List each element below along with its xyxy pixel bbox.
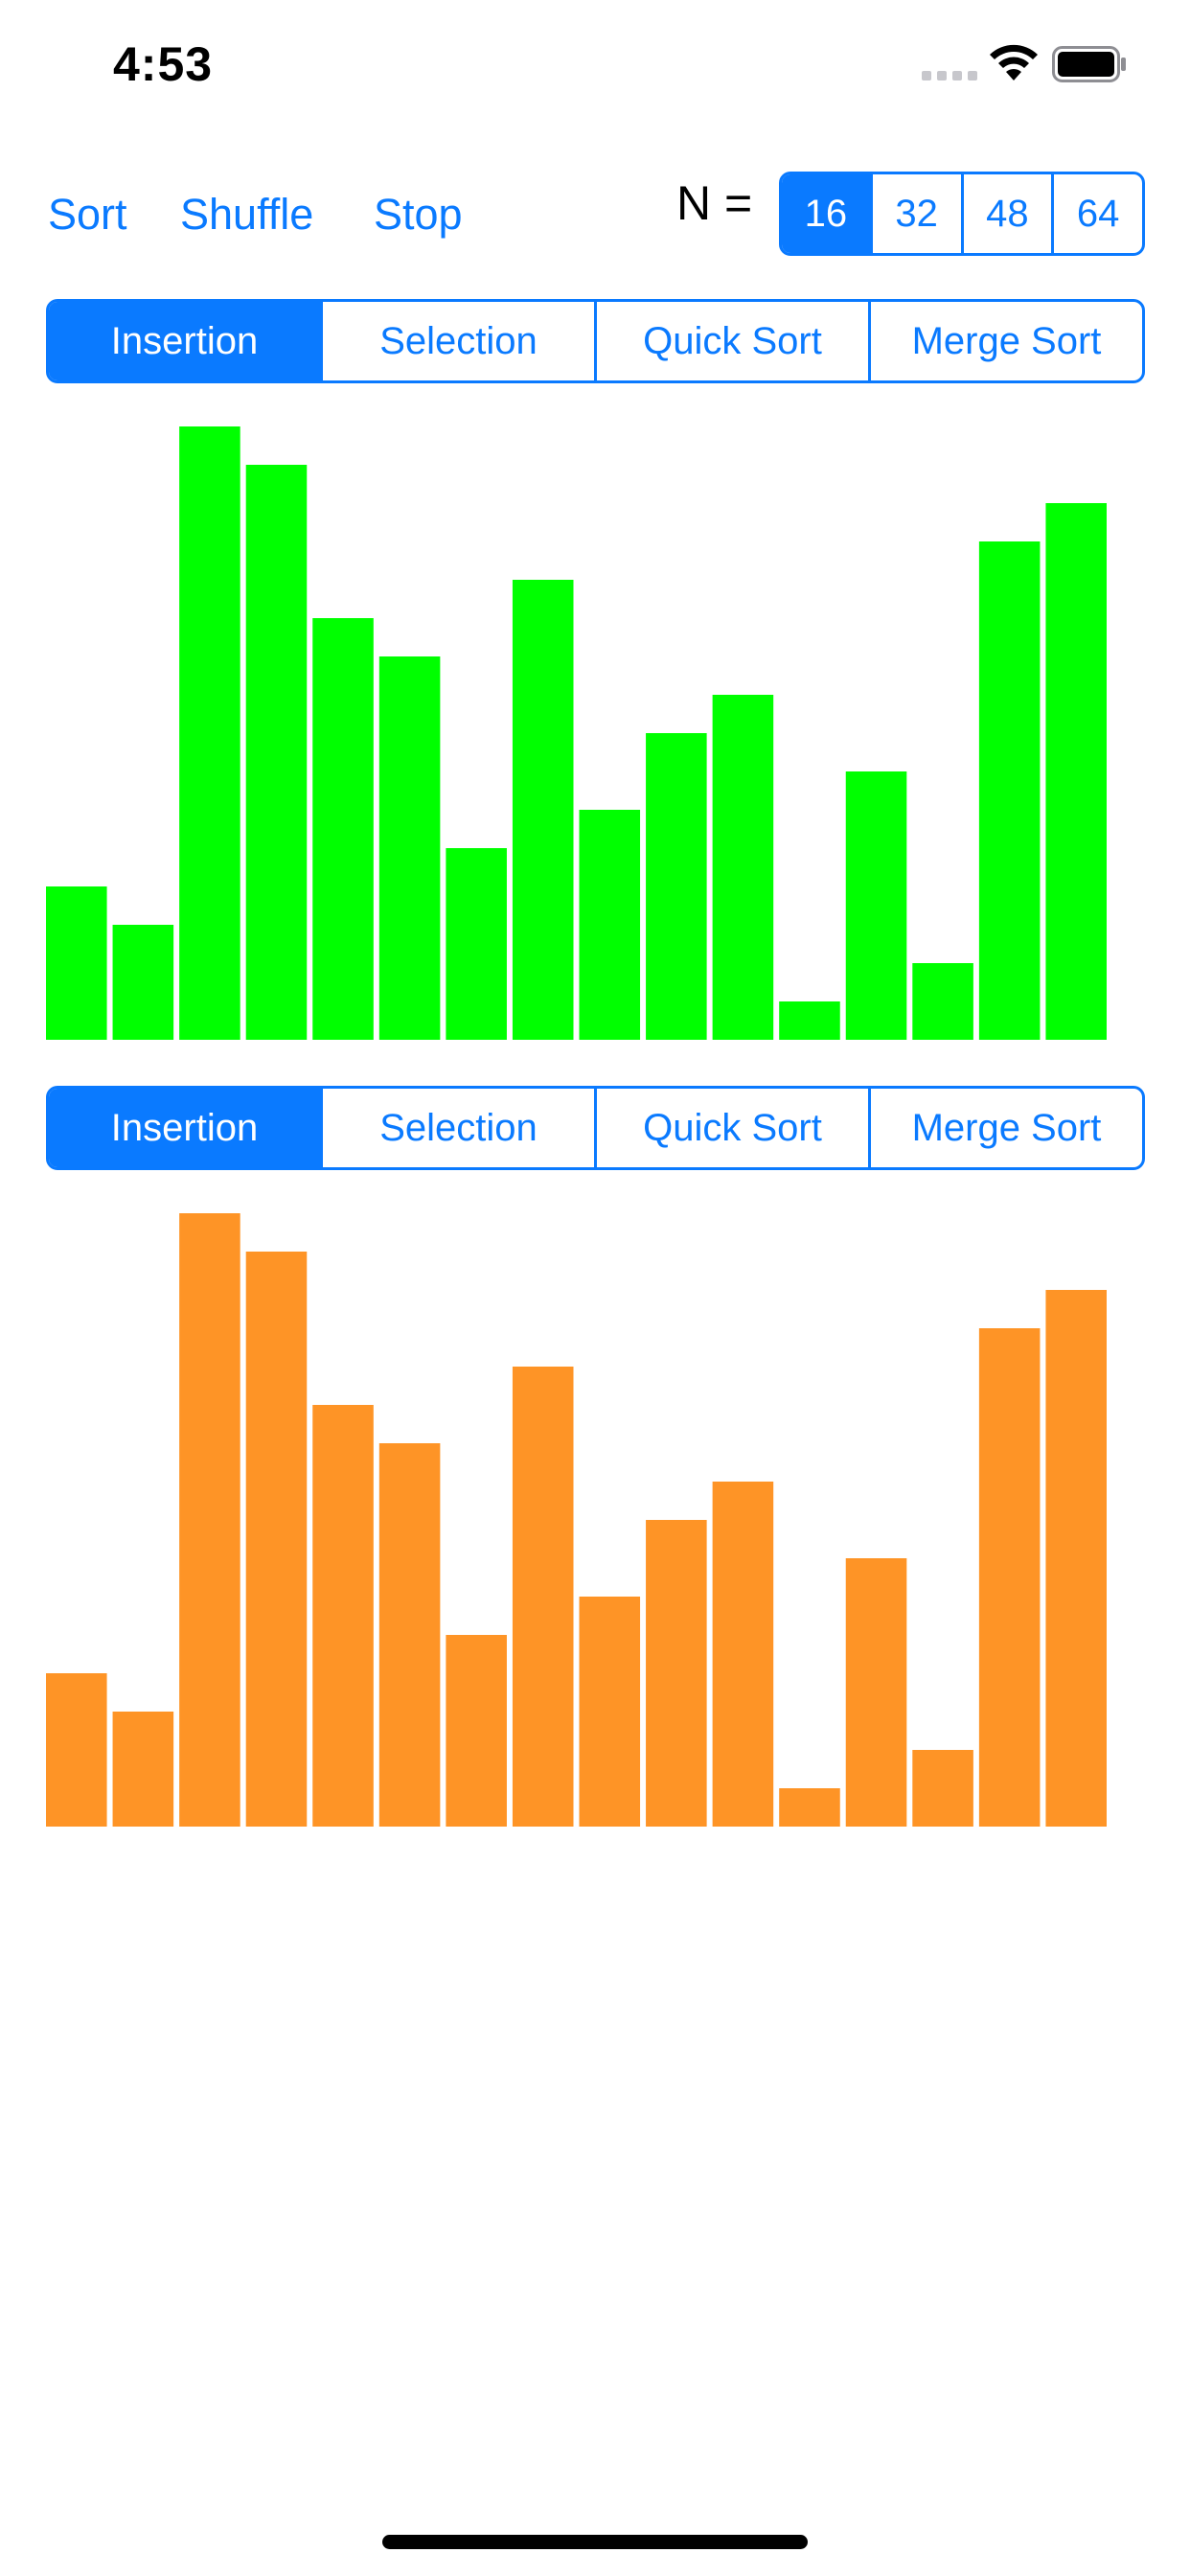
chart-0-bar-11 xyxy=(712,695,774,1040)
chart-1-bar-8 xyxy=(512,1367,574,1827)
chart-1-bar-10 xyxy=(646,1520,707,1827)
chart-1-bar-11 xyxy=(712,1482,774,1827)
status-time: 4:53 xyxy=(113,37,214,91)
chart-1-bar-9 xyxy=(579,1597,641,1827)
bottom-algo-selection[interactable]: Selection xyxy=(320,1089,594,1167)
stop-button[interactable]: Stop xyxy=(374,190,463,239)
chart-0-bar-14 xyxy=(912,963,973,1040)
chart-0-bar-6 xyxy=(378,656,441,1040)
top-bar-chart xyxy=(46,426,1107,1040)
chart-1-bar-15 xyxy=(978,1328,1041,1827)
chart-0-bar-10 xyxy=(646,733,707,1040)
bottom-algo-insertion[interactable]: Insertion xyxy=(49,1089,320,1167)
chart-0-bar-3 xyxy=(179,426,240,1040)
top-algo-merge-sort[interactable]: Merge Sort xyxy=(868,302,1142,380)
n-option-48[interactable]: 48 xyxy=(960,174,1052,253)
n-option-16[interactable]: 16 xyxy=(782,174,870,253)
chart-1-bar-13 xyxy=(845,1558,907,1827)
chart-0-bar-15 xyxy=(978,541,1041,1040)
chart-1-bar-3 xyxy=(179,1213,240,1827)
sort-button[interactable]: Sort xyxy=(48,190,127,239)
chart-0-bar-1 xyxy=(46,886,107,1040)
chart-1-bar-2 xyxy=(112,1712,174,1827)
chart-0-bar-4 xyxy=(245,465,308,1040)
bottom-algorithm-segmented-control: Insertion Selection Quick Sort Merge Sor… xyxy=(46,1086,1145,1170)
chart-0-bar-12 xyxy=(779,1001,840,1040)
chart-1-bar-1 xyxy=(46,1673,107,1827)
bottom-algo-quick-sort[interactable]: Quick Sort xyxy=(594,1089,868,1167)
top-algo-quick-sort[interactable]: Quick Sort xyxy=(594,302,868,380)
bottom-bar-chart xyxy=(46,1213,1107,1827)
wifi-icon xyxy=(990,44,1038,80)
top-algo-selection[interactable]: Selection xyxy=(320,302,594,380)
top-algorithm-segmented-control: Insertion Selection Quick Sort Merge Sor… xyxy=(46,299,1145,383)
chart-1-bar-14 xyxy=(912,1750,973,1827)
chart-1-bar-7 xyxy=(446,1635,507,1827)
top-algo-insertion[interactable]: Insertion xyxy=(49,302,320,380)
chart-0-bar-7 xyxy=(446,848,507,1040)
chart-1-bar-6 xyxy=(378,1443,441,1827)
chart-1-bar-5 xyxy=(312,1405,374,1827)
chart-1-bar-12 xyxy=(779,1788,840,1827)
chart-0-bar-9 xyxy=(579,810,641,1040)
shuffle-button[interactable]: Shuffle xyxy=(180,190,314,239)
home-indicator[interactable] xyxy=(382,2535,808,2549)
chart-0-bar-2 xyxy=(112,925,174,1040)
n-option-64[interactable]: 64 xyxy=(1051,174,1142,253)
chart-0-bar-13 xyxy=(845,771,907,1040)
chart-0-bar-16 xyxy=(1045,503,1107,1040)
chart-0-bar-5 xyxy=(312,618,374,1040)
bottom-algo-merge-sort[interactable]: Merge Sort xyxy=(868,1089,1142,1167)
chart-0-bar-8 xyxy=(512,580,574,1040)
n-option-32[interactable]: 32 xyxy=(869,174,961,253)
chart-1-bar-16 xyxy=(1045,1290,1107,1827)
n-size-segmented-control: 16 32 48 64 xyxy=(779,172,1145,256)
chart-1-bar-4 xyxy=(245,1252,308,1827)
n-label: N = xyxy=(676,176,753,230)
cellular-signal-icon xyxy=(922,71,977,80)
battery-icon xyxy=(1052,46,1126,82)
